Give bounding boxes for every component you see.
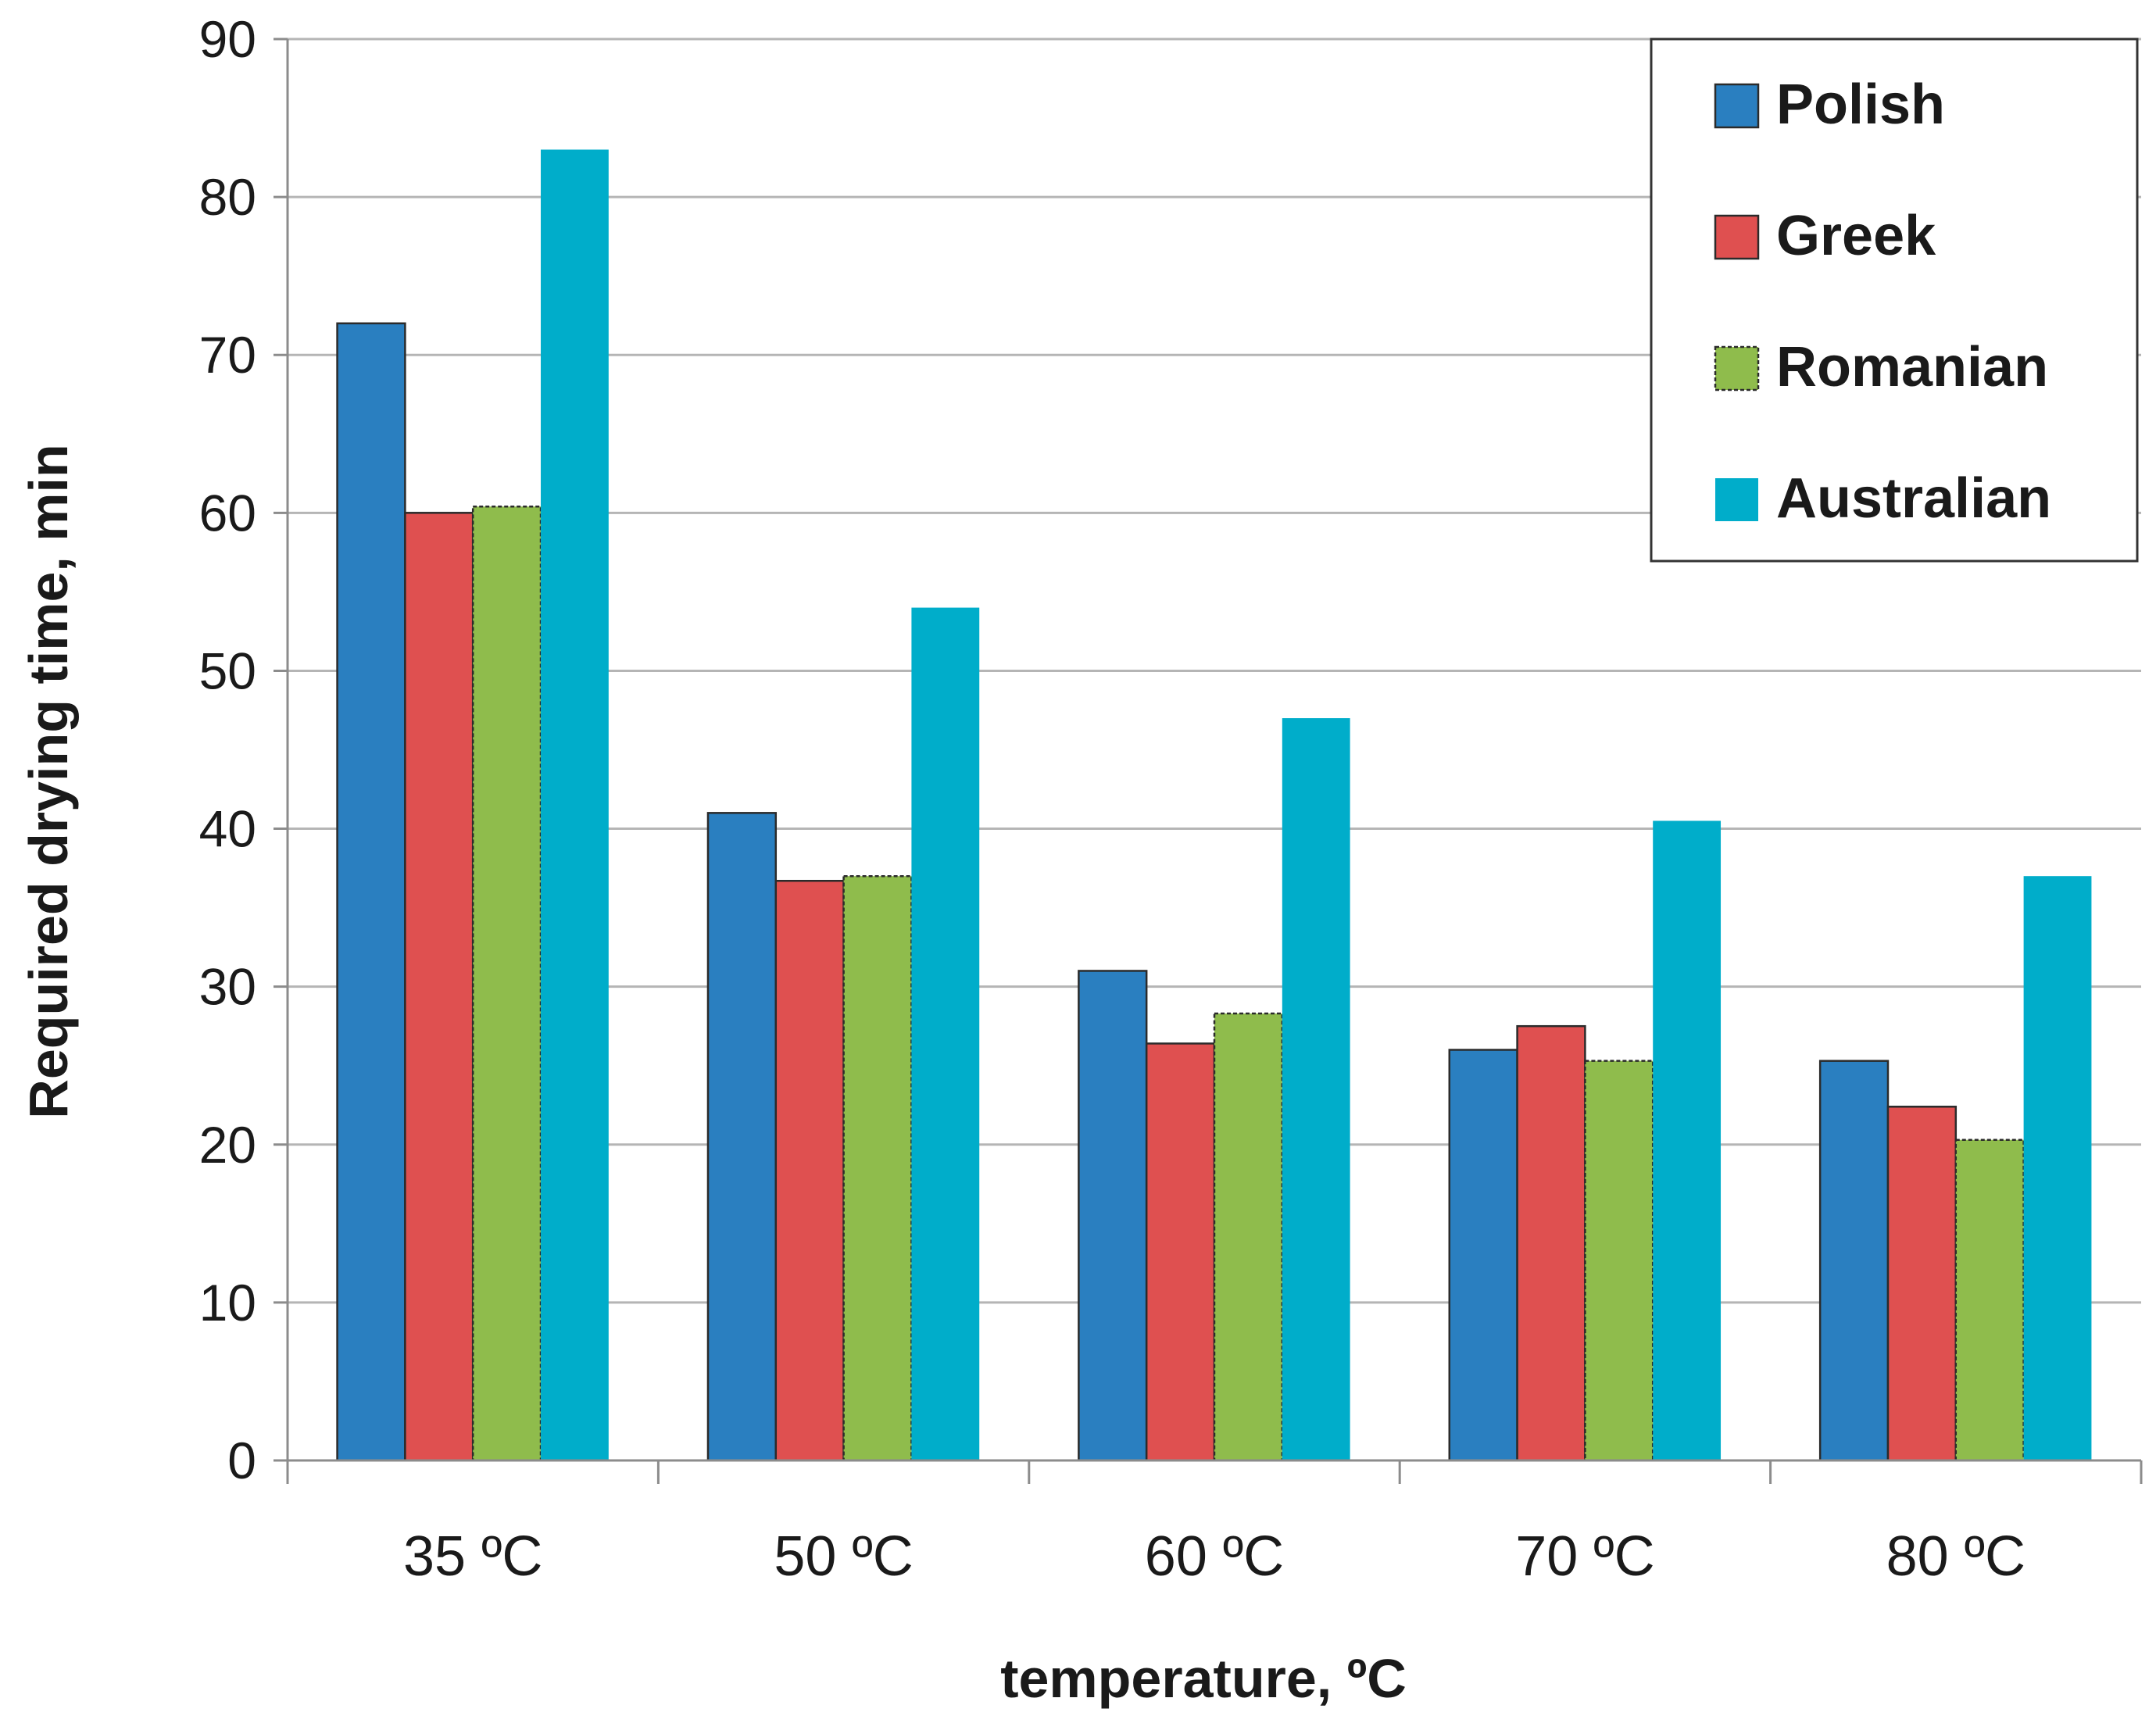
legend-swatch-greek [1714, 214, 1760, 260]
x-category-label: 80 ºC [1886, 1525, 2025, 1588]
bars [336, 149, 2092, 1462]
y-tick-label: 60 [199, 484, 256, 542]
bar-romanian-1 [842, 874, 913, 1462]
y-axis-ticks: 0 10 20 30 40 50 60 70 80 90 [199, 10, 288, 1489]
legend-swatch-romanian [1714, 345, 1760, 391]
bar-greek-2 [1145, 1042, 1216, 1462]
bar-romanian-4 [1954, 1139, 2025, 1462]
bar-romanian-3 [1584, 1060, 1654, 1462]
bar-romanian-2 [1213, 1012, 1284, 1462]
y-tick-label: 10 [199, 1274, 256, 1332]
y-tick-label: 40 [199, 800, 256, 858]
x-category-label: 50 ºC [774, 1525, 913, 1588]
legend-label-australian: Australian [1776, 467, 2051, 530]
bar-romanian-0 [471, 505, 542, 1462]
bar-greek-1 [774, 880, 845, 1462]
bar-polish-1 [706, 812, 778, 1462]
x-axis-category-labels: 35 ºC 50 ºC 60 ºC 70 ºC 80 ºC [403, 1525, 2025, 1588]
bar-polish-3 [1448, 1049, 1518, 1462]
legend-swatch-polish [1714, 83, 1760, 129]
bar-polish-0 [336, 322, 406, 1462]
bar-australian-1 [911, 607, 980, 1460]
bar-polish-2 [1078, 970, 1148, 1462]
legend-label-polish: Polish [1776, 73, 1945, 136]
x-category-label: 70 ºC [1515, 1525, 1654, 1588]
y-tick-label: 50 [199, 642, 256, 699]
x-axis-title: temperature, ºC [1000, 1648, 1407, 1709]
y-axis-title: Required drying time, min [18, 444, 79, 1118]
legend-label-greek: Greek [1776, 205, 1936, 267]
x-category-label: 60 ºC [1145, 1525, 1284, 1588]
y-tick-label: 70 [199, 326, 256, 384]
bar-australian-4 [2023, 876, 2092, 1460]
legend-items: Polish Greek Romanian Australian [1714, 73, 2051, 530]
legend-swatch-australian [1715, 478, 1758, 521]
y-tick-label: 20 [199, 1116, 256, 1174]
y-tick-label: 80 [199, 168, 256, 226]
x-category-label: 35 ºC [403, 1525, 542, 1588]
bar-greek-3 [1516, 1024, 1586, 1462]
legend: Polish Greek Romanian Australian [1650, 38, 2139, 563]
bar-greek-4 [1886, 1106, 1958, 1462]
y-tick-label: 0 [227, 1432, 256, 1489]
legend-label-romanian: Romanian [1776, 336, 2048, 399]
y-tick-label: 30 [199, 958, 256, 1016]
bar-australian-3 [1653, 820, 1722, 1460]
bar-australian-0 [541, 149, 609, 1460]
bar-polish-4 [1818, 1060, 1890, 1462]
bar-greek-0 [404, 512, 474, 1462]
bar-australian-2 [1282, 718, 1350, 1460]
y-tick-label: 90 [199, 10, 256, 68]
axes [286, 39, 2143, 1484]
